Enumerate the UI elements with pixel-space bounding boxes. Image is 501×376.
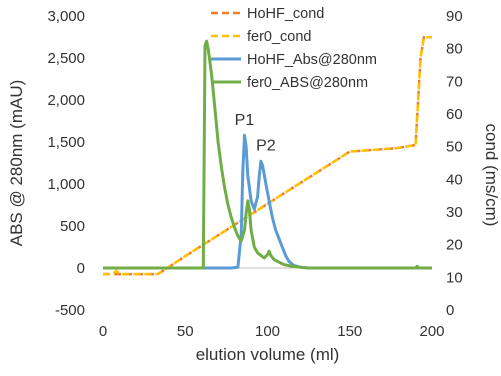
peak-label-p1: P1: [235, 112, 255, 129]
y-left-tick-label: 2,500: [47, 50, 85, 67]
x-tick-label: 150: [337, 323, 362, 340]
y-left-tick-label: -500: [55, 302, 85, 319]
x-axis-title: elution volume (ml): [196, 345, 340, 364]
axes-layer: -50005001,0001,5002,0002,5003,0000102030…: [7, 8, 501, 364]
legend: HoHF_cond fer0_cond HoHF_Abs@280nm fer0_ABS…: [211, 6, 377, 91]
x-tick-label: 50: [177, 323, 194, 340]
y-right-tick-label: 0: [446, 302, 454, 319]
y-right-axis-title: cond (ms/cm): [482, 124, 501, 227]
legend-label: fer0_cond: [247, 29, 312, 45]
series-line-hohf-cond: [103, 35, 432, 276]
y-left-tick-label: 500: [60, 218, 85, 235]
y-left-tick-label: 1,500: [47, 134, 85, 151]
legend-label: fer0_ABS@280nm: [247, 75, 368, 91]
y-right-tick-label: 20: [446, 237, 463, 254]
peak-label-p2: P2: [256, 137, 276, 154]
y-left-tick-label: 0: [77, 260, 85, 277]
x-tick-label: 200: [419, 323, 444, 340]
y-right-tick-label: 30: [446, 204, 463, 221]
y-right-tick-label: 90: [446, 8, 463, 25]
y-right-tick-label: 60: [446, 106, 463, 123]
y-left-axis-title: ABS @ 280nm (mAU): [7, 80, 26, 247]
series-line-hohf-abs-280nm: [103, 133, 432, 270]
y-right-tick-label: 80: [446, 41, 463, 58]
legend-label: HoHF_cond: [247, 6, 324, 22]
y-left-tick-label: 3,000: [47, 8, 85, 25]
y-right-tick-label: 70: [446, 73, 463, 90]
legend-label: HoHF_Abs@280nm: [247, 52, 377, 68]
x-tick-label: 100: [255, 323, 280, 340]
x-tick-label: 0: [99, 323, 107, 340]
series-layer: [103, 35, 432, 276]
y-right-tick-label: 40: [446, 171, 463, 188]
series-line-fer0-cond: [103, 35, 432, 276]
y-left-tick-label: 2,000: [47, 92, 85, 109]
y-left-tick-label: 1,000: [47, 176, 85, 193]
y-right-tick-label: 10: [446, 269, 463, 286]
series-line-fer0-abs-280nm: [103, 39, 432, 270]
y-right-tick-label: 50: [446, 139, 463, 156]
